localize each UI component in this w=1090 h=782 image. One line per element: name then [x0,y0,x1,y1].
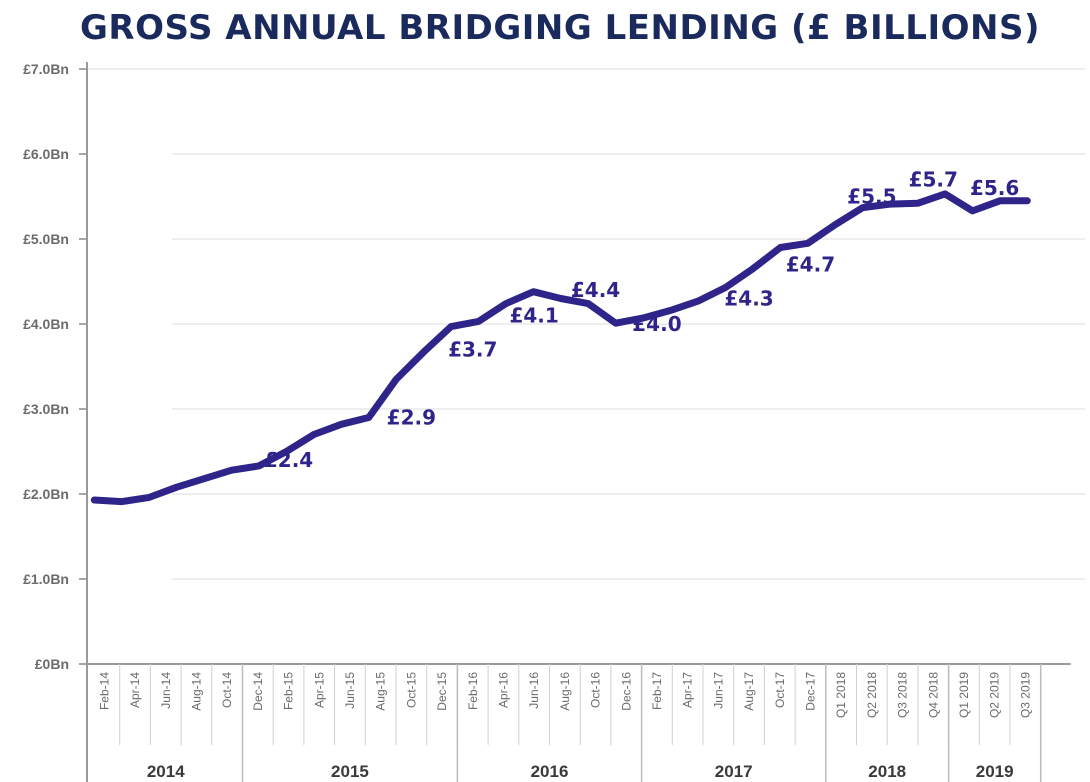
x-axis-ticks: Feb-14 Apr-14 Jun-14 Aug-14 Oct-14 Dec-14 Feb-… [97,664,1042,745]
x-tick-label: Jun-15 [343,672,357,709]
y-tick-label: £6.0Bn [23,146,69,162]
year-label: 2014 [147,762,185,781]
chart-title: GROSS ANNUAL BRIDGING LENDING (£ BILLION… [80,8,1040,48]
x-tick-label: Q2 2018 [865,672,879,718]
y-tick-label: £0Bn [35,656,69,672]
x-tick-label: Q3 2018 [896,672,910,718]
year-label: 2016 [531,762,569,781]
y-tick-label: £7.0Bn [23,61,69,77]
x-tick-label: Apr-14 [128,672,142,708]
data-label: £5.5 [847,185,896,209]
x-tick-label: Jun-17 [711,672,725,709]
y-tick-label: £4.0Bn [23,316,69,332]
x-tick-label: Q2 2019 [988,672,1002,718]
x-tick-label: Aug-16 [558,672,572,711]
year-label: 2015 [331,762,369,781]
x-tick-label: Apr-15 [312,672,326,708]
x-tick-label: Q1 2019 [957,672,971,718]
x-tick-label: Oct-16 [589,672,603,708]
series-line-path [90,190,1031,506]
x-tick-label: Oct-17 [773,672,787,708]
x-tick-label: Aug-17 [742,672,756,711]
y-tick-label: £1.0Bn [23,571,69,587]
data-label: £5.6 [970,176,1019,200]
x-tick-label: Dec-17 [803,672,817,711]
year-label: 2019 [976,762,1014,781]
x-tick-label: Jun-16 [527,672,541,709]
x-tick-label: Aug-14 [189,672,203,711]
data-label: £4.1 [509,304,558,328]
x-tick-label: Feb-14 [97,672,111,710]
series-line [90,190,1031,506]
x-tick-label: Feb-17 [650,672,664,710]
x-tick-label: Jun-14 [159,672,173,709]
x-tick-label: Oct-15 [404,672,418,708]
data-label: £4.7 [786,253,835,277]
y-tick-label: £3.0Bn [23,401,69,417]
data-label: £4.4 [571,278,620,302]
x-tick-label: Dec-15 [435,672,449,711]
year-label: 2018 [868,762,906,781]
x-tick-label: Dec-16 [619,672,633,711]
x-tick-label: Dec-14 [251,672,265,711]
data-label: £4.3 [724,287,773,311]
x-tick-label: Q3 2019 [1018,672,1032,718]
data-label: £3.7 [448,338,497,362]
x-tick-label: Oct-14 [220,672,234,708]
year-label: 2017 [715,762,753,781]
y-tick-label: £2.0Bn [23,486,69,502]
axes [86,62,1071,782]
x-tick-label: Apr-16 [496,672,510,708]
x-tick-label: Q1 2018 [834,672,848,718]
x-tick-label: Feb-15 [282,672,296,710]
x-tick-label: Feb-16 [466,672,480,710]
year-groups: 2014 2015 2016 2017 2018 2019 [147,664,1042,782]
data-labels: £2.4 £2.9 £3.7 £4.1 £4.4 £4.0 £4.3 £4.7 £5.5 £5.7… [264,168,1019,473]
data-label: £2.4 [264,448,313,472]
x-tick-label: Apr-17 [681,672,695,708]
data-label: £2.9 [387,406,436,430]
y-axis-ticks: £0Bn £1.0Bn £2.0Bn £3.0Bn £4.0Bn £5.0Bn £6.0Bn… [23,61,69,672]
y-tick-label: £5.0Bn [23,231,69,247]
x-tick-label: Aug-15 [374,672,388,711]
x-tick-label: Q4 2018 [926,672,940,718]
gridlines [79,68,1085,665]
data-label: £4.0 [632,312,681,336]
data-label: £5.7 [909,168,958,192]
